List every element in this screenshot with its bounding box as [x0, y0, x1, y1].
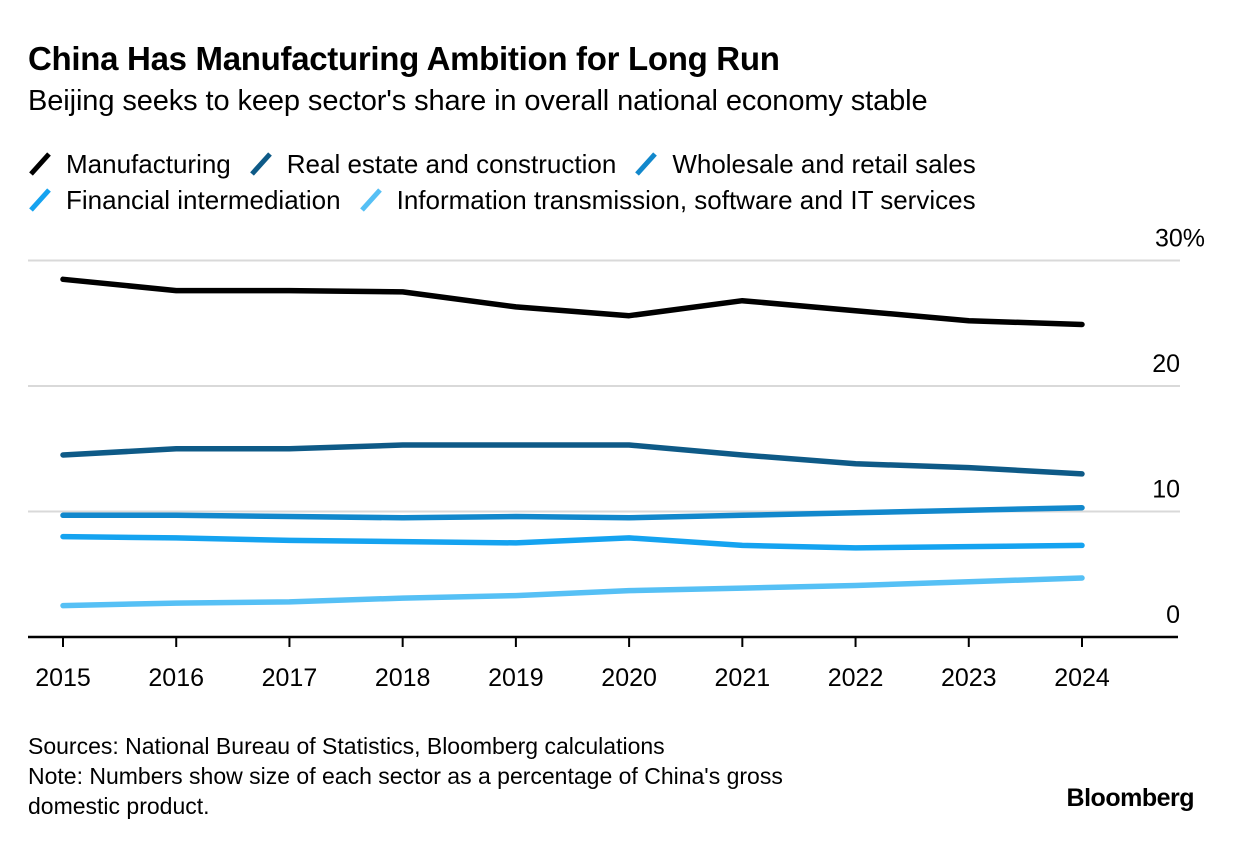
- note-text-line1: Note: Numbers show size of each sector a…: [28, 763, 783, 789]
- legend-label: Wholesale and retail sales: [672, 148, 976, 179]
- legend-item-wholesale: Wholesale and retail sales: [634, 149, 976, 180]
- legend-swatch-icon: [359, 187, 383, 213]
- legend-swatch-icon: [634, 151, 658, 177]
- legend-item-manufacturing: Manufacturing: [28, 149, 231, 180]
- legend-swatch-line: [249, 152, 272, 176]
- legend-swatch-line: [29, 188, 51, 212]
- legend-row: Financial intermediation Information tra…: [28, 182, 1178, 218]
- legend-swatch-line: [359, 188, 382, 212]
- legend-swatch-line: [635, 152, 658, 176]
- y-tick-label: 20: [1152, 350, 1180, 378]
- legend-label: Information transmission, software and I…: [396, 184, 976, 215]
- x-tick-label: 2023: [941, 664, 997, 692]
- x-tick-label: 2021: [715, 664, 771, 692]
- y-tick-label: 30%: [1155, 225, 1205, 253]
- legend-swatch-line: [29, 152, 51, 176]
- x-tick-label: 2022: [828, 664, 884, 692]
- series-line-financial-intermediation: [60, 533, 1085, 551]
- series-line-wholesale-and-retail-sales: [60, 504, 1085, 521]
- x-tick-label: 2017: [262, 664, 318, 692]
- legend-swatch-icon: [28, 187, 52, 213]
- note-text-line2: domestic product.: [28, 793, 210, 819]
- footer: Sources: National Bureau of Statistics, …: [28, 731, 928, 821]
- series-line-information-transmission-software-and-it-services: [60, 575, 1085, 609]
- y-axis-labels: 0 10 20 30%: [1152, 225, 1205, 630]
- x-tick-label: 2024: [1054, 664, 1110, 692]
- bloomberg-logo: Bloomberg: [1066, 784, 1195, 812]
- gridlines: [28, 259, 1180, 513]
- legend-row: Manufacturing Real estate and constructi…: [28, 146, 1178, 182]
- legend-label: Real estate and construction: [286, 148, 617, 179]
- legend-swatch-icon: [28, 151, 52, 177]
- y-tick-label: 0: [1166, 601, 1180, 629]
- x-tick-label: 2015: [35, 664, 91, 692]
- chart-subtitle: Beijing seeks to keep sector's share in …: [28, 85, 928, 117]
- x-tick-label: 2018: [375, 664, 431, 692]
- chart-title: China Has Manufacturing Ambition for Lon…: [28, 40, 780, 77]
- legend-item-real-estate: Real estate and construction: [249, 148, 617, 180]
- legend-label: Financial intermediation: [66, 184, 341, 215]
- x-tick-label: 2019: [488, 664, 544, 692]
- series-line-manufacturing: [60, 276, 1085, 328]
- series-lines: [60, 276, 1085, 609]
- legend-item-financial: Financial intermediation: [28, 185, 341, 216]
- x-tick-label: 2020: [601, 664, 657, 692]
- sources-text: Sources: National Bureau of Statistics, …: [28, 733, 665, 759]
- x-axis: 2015 2016 2017 2018 2019 2020 2021 2022 2023 2024: [28, 635, 1178, 692]
- y-tick-label: 10: [1152, 476, 1180, 504]
- legend-item-it-services: Information transmission, software and I…: [359, 185, 976, 216]
- legend: Manufacturing Real estate and constructi…: [28, 146, 1178, 218]
- legend-label: Manufacturing: [66, 148, 231, 179]
- legend-swatch-icon: [249, 151, 273, 177]
- series-line-real-estate-and-construction: [60, 442, 1085, 477]
- x-tick-label: 2016: [148, 664, 204, 692]
